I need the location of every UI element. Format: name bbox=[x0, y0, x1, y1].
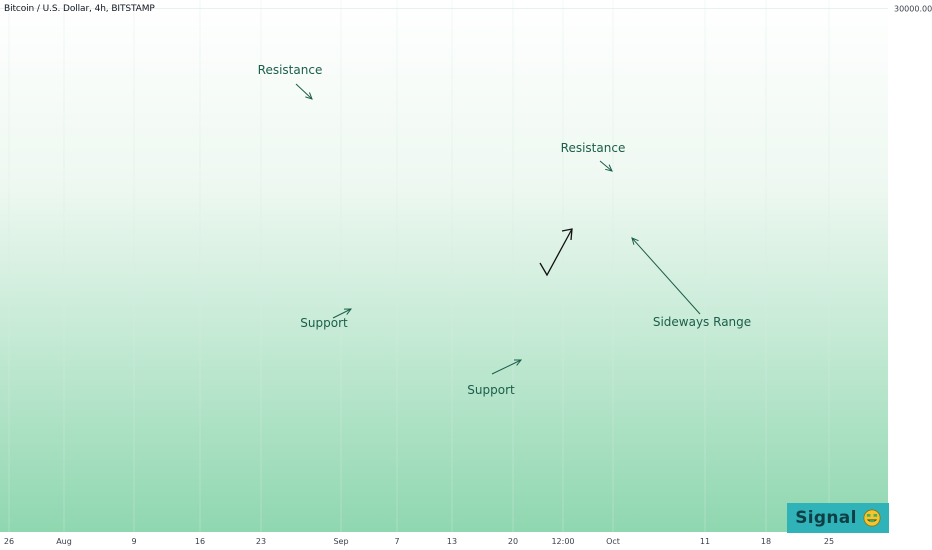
time-tick-label: Aug bbox=[56, 537, 72, 546]
annotation-label: Sideways Range bbox=[653, 315, 751, 329]
time-tick-label: Sep bbox=[333, 537, 348, 546]
signal-label: Signal bbox=[795, 508, 857, 528]
annotation-arrowhead bbox=[343, 308, 353, 315]
projection-arrow bbox=[539, 228, 573, 277]
plot-background bbox=[0, 0, 888, 532]
time-tick-label: Oct bbox=[606, 537, 620, 546]
time-tick-label: 11 bbox=[700, 537, 710, 546]
annotation-arrow bbox=[599, 160, 613, 172]
time-tick-label: 9 bbox=[131, 537, 136, 546]
annotations: Resistance Resistance Support Support Sidewa… bbox=[258, 63, 752, 397]
annotation-arrow bbox=[295, 83, 313, 100]
annotation-arrowhead bbox=[631, 237, 639, 245]
price-tick-label: 30000.00 bbox=[894, 4, 932, 13]
annotation-arrowhead bbox=[513, 359, 523, 366]
time-tick-label: 26 bbox=[4, 537, 14, 546]
grid bbox=[0, 0, 888, 532]
time-axis[interactable]: 26 Aug 9 16 23 Sep 7 13 20 12:00 Oct 11 18 25 bbox=[4, 537, 834, 546]
time-tick-label: 7 bbox=[394, 537, 399, 546]
annotation-arrowhead bbox=[305, 92, 313, 100]
annotation-arrow bbox=[631, 237, 701, 315]
annotation-label: Resistance bbox=[258, 63, 323, 77]
projection-arrowhead bbox=[561, 228, 573, 241]
symbol-title: Bitcoin / U.S. Dollar, 4h, BITSTAMP bbox=[4, 4, 155, 14]
time-tick-label: 23 bbox=[256, 537, 266, 546]
time-axis-background bbox=[0, 532, 888, 550]
time-tick-label: 25 bbox=[824, 537, 834, 546]
annotation-label: Support bbox=[467, 383, 515, 397]
price-axis-background bbox=[888, 0, 932, 550]
time-tick-label: 18 bbox=[761, 537, 771, 546]
time-tick-label: 20 bbox=[508, 537, 518, 546]
time-tick-label: 12:00 bbox=[551, 537, 574, 546]
annotation-label: Support bbox=[300, 316, 348, 330]
annotation-label: Resistance bbox=[561, 141, 626, 155]
price-axis[interactable]: 30000.0032000.0034000.0036000.0038000.00… bbox=[894, 0, 932, 13]
annotation-arrow bbox=[332, 308, 352, 319]
money-mouth-face-icon bbox=[863, 509, 881, 527]
time-tick-label: 13 bbox=[447, 537, 457, 546]
annotation-arrow bbox=[491, 359, 522, 375]
annotation-arrowhead bbox=[605, 164, 613, 172]
time-tick-label: 16 bbox=[195, 537, 205, 546]
signal-badge[interactable]: Signal bbox=[787, 503, 889, 533]
